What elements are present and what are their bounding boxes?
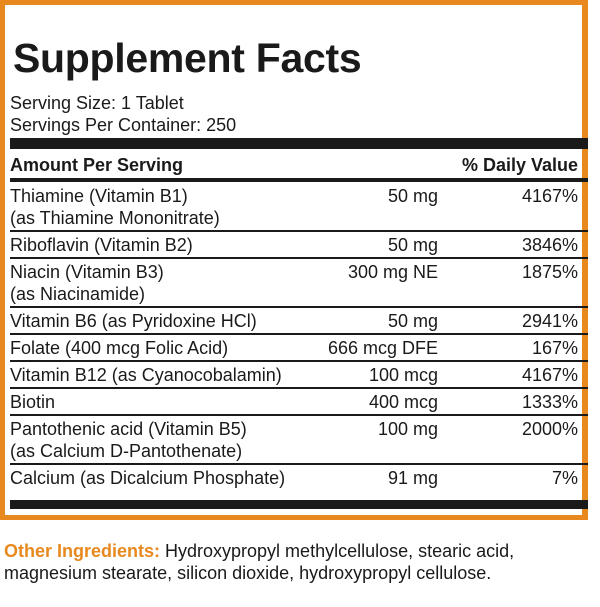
nutrient-amount: 400 mcg bbox=[368, 392, 438, 412]
serving-size: Serving Size: 1 Tablet bbox=[10, 93, 184, 113]
row-divider bbox=[10, 230, 588, 232]
nutrient-source: (as Niacinamide) bbox=[10, 284, 146, 304]
nutrient-amount: 100 mcg bbox=[368, 365, 438, 385]
nutrient-daily-value: 4167% bbox=[521, 186, 578, 206]
nutrient-amount: 666 mcg DFE bbox=[327, 338, 438, 358]
nutrient-name: Calcium (as Dicalcium Phosphate) bbox=[10, 467, 285, 489]
nutrient-amount: 91 mg bbox=[387, 468, 438, 488]
nutrient-daily-value: 167% bbox=[531, 338, 578, 358]
row-divider bbox=[10, 306, 588, 308]
nutrient-amount: 100 mg bbox=[377, 419, 438, 439]
amount-per-serving-header: Amount Per Serving bbox=[10, 155, 184, 175]
nutrient-amount: 50 mg bbox=[387, 235, 438, 255]
nutrient-name: Riboflavin (Vitamin B2) bbox=[10, 234, 193, 256]
nutrient-name: Niacin (Vitamin B3) (as Niacinamide) bbox=[10, 261, 164, 305]
row-divider bbox=[10, 333, 588, 335]
table-row: Thiamine (Vitamin B1) (as Thiamine Mononi… bbox=[10, 182, 588, 231]
nutrient-name: Folate (400 mcg Folic Acid) bbox=[10, 337, 228, 359]
nutrient-daily-value: 2941% bbox=[521, 311, 578, 331]
other-ingredients-label: Other Ingredients: bbox=[4, 541, 161, 561]
nutrient-name-line1: Calcium (as Dicalcium Phosphate) bbox=[10, 468, 286, 488]
nutrient-name-line1: Biotin bbox=[10, 392, 56, 412]
nutrient-name-line1: Riboflavin (Vitamin B2) bbox=[10, 235, 193, 255]
bottom-divider bbox=[10, 500, 588, 509]
row-divider bbox=[10, 387, 588, 389]
row-divider bbox=[10, 463, 588, 465]
nutrient-name: Vitamin B6 (as Pyridoxine HCl) bbox=[10, 310, 257, 332]
table-row: Vitamin B12 (as Cyanocobalamin) 100 mcg 41… bbox=[10, 361, 588, 388]
nutrient-daily-value: 2000% bbox=[521, 419, 578, 439]
row-divider bbox=[10, 414, 588, 416]
row-divider bbox=[10, 360, 588, 362]
nutrient-name: Biotin bbox=[10, 391, 55, 413]
other-ingredients-text: Hydroxypropyl methylcellulose, stearic a… bbox=[4, 541, 515, 583]
table-row: Riboflavin (Vitamin B2) 50 mg 3846% bbox=[10, 231, 588, 258]
nutrient-daily-value: 4167% bbox=[521, 365, 578, 385]
header-divider bbox=[10, 178, 588, 182]
nutrient-name-line1: Niacin (Vitamin B3) bbox=[10, 262, 164, 282]
table-row: Vitamin B6 (as Pyridoxine HCl) 50 mg 2941% bbox=[10, 307, 588, 334]
nutrient-name: Vitamin B12 (as Cyanocobalamin) bbox=[10, 364, 282, 386]
nutrient-source: (as Thiamine Mononitrate) bbox=[10, 208, 220, 228]
nutrient-amount: 300 mg NE bbox=[347, 262, 438, 282]
nutrient-source: (as Calcium D-Pantothenate) bbox=[10, 441, 243, 461]
nutrient-amount: 50 mg bbox=[387, 186, 438, 206]
nutrient-name-line1: Vitamin B6 (as Pyridoxine HCl) bbox=[10, 311, 257, 331]
table-row: Niacin (Vitamin B3) (as Niacinamide) 300 m… bbox=[10, 258, 588, 307]
row-divider bbox=[10, 257, 588, 259]
nutrient-name-line1: Pantothenic acid (Vitamin B5) bbox=[10, 419, 247, 439]
nutrient-name-line1: Folate (400 mcg Folic Acid) bbox=[10, 338, 229, 358]
table-row: Pantothenic acid (Vitamin B5) (as Calcium… bbox=[10, 415, 588, 464]
nutrient-name-line1: Vitamin B12 (as Cyanocobalamin) bbox=[10, 365, 282, 385]
table-row: Biotin 400 mcg 1333% bbox=[10, 388, 588, 415]
nutrient-amount: 50 mg bbox=[387, 311, 438, 331]
supplement-facts-panel: Supplement Facts bbox=[0, 0, 588, 520]
nutrient-daily-value: 1333% bbox=[521, 392, 578, 412]
nutrient-name: Thiamine (Vitamin B1) (as Thiamine Mononi… bbox=[10, 185, 220, 229]
nutrient-name: Pantothenic acid (Vitamin B5) (as Calcium… bbox=[10, 418, 247, 462]
table-row: Folate (400 mcg Folic Acid) 666 mcg DFE 16… bbox=[10, 334, 588, 361]
nutrient-name-line1: Thiamine (Vitamin B1) bbox=[10, 186, 188, 206]
top-divider bbox=[10, 138, 588, 149]
servings-per-container: Servings Per Container: 250 bbox=[10, 115, 237, 135]
nutrient-daily-value: 1875% bbox=[521, 262, 578, 282]
panel-title: Supplement Facts bbox=[13, 35, 362, 81]
nutrient-daily-value: 3846% bbox=[521, 235, 578, 255]
daily-value-header: % Daily Value bbox=[461, 155, 578, 175]
nutrient-daily-value: 7% bbox=[551, 468, 578, 488]
table-header: Amount Per Serving % Daily Value bbox=[10, 152, 588, 180]
other-ingredients: Other Ingredients: Hydroxypropyl methylc… bbox=[4, 540, 596, 584]
table-row: Calcium (as Dicalcium Phosphate) 91 mg 7% bbox=[10, 464, 588, 491]
